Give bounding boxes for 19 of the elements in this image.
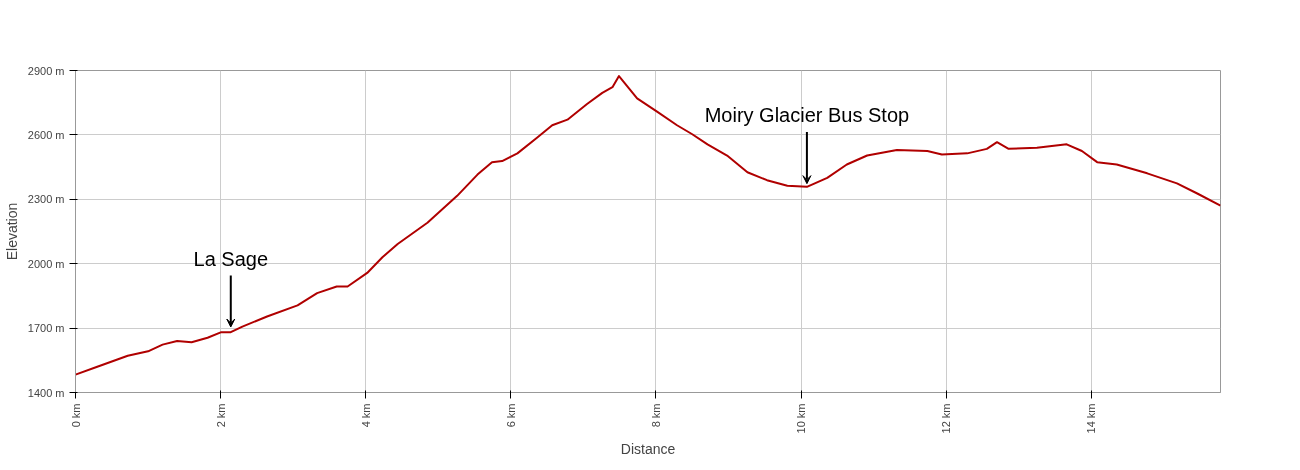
annotation: Moiry Glacier Bus Stop <box>704 104 910 127</box>
annotation: La Sage <box>193 247 269 270</box>
y-tick-label: 2300 m <box>27 193 65 206</box>
x-tick-label: 4 km <box>359 403 372 428</box>
x-axis-title: Distance <box>620 441 676 458</box>
line-series <box>75 75 1221 376</box>
x-tick-label: 6 km <box>504 403 517 428</box>
x-tick-label: 12 km <box>940 403 953 434</box>
x-tick-label: 2 km <box>214 403 227 428</box>
x-tick-label: 0 km <box>69 403 82 428</box>
y-tick-label: 2000 m <box>27 257 65 270</box>
y-tick-label: 2600 m <box>27 128 65 141</box>
y-tick-label: 1400 m <box>27 386 65 399</box>
y-axis-title: Elevation <box>3 202 20 261</box>
x-tick-label: 10 km <box>795 403 808 434</box>
x-tick-label: 14 km <box>1085 403 1098 434</box>
y-tick-label: 2900 m <box>27 64 65 77</box>
y-tick-label: 1700 m <box>27 322 65 335</box>
x-tick-label: 8 km <box>649 403 662 428</box>
